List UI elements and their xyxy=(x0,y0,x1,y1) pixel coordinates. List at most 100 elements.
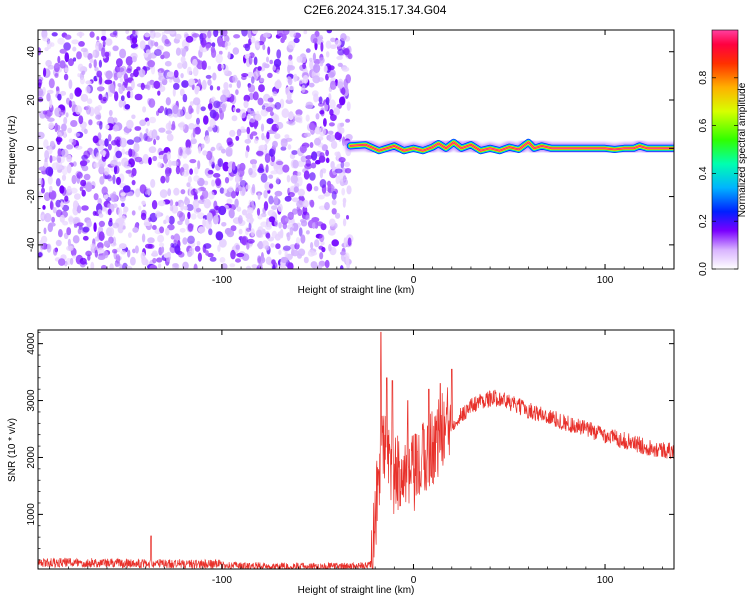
noise-blob xyxy=(285,98,293,105)
noise-blob xyxy=(293,37,300,44)
noise-blob xyxy=(259,77,265,83)
noise-blob xyxy=(224,70,233,77)
noise-blob xyxy=(238,215,243,224)
noise-blob xyxy=(243,100,249,109)
noise-blob xyxy=(165,122,172,131)
noise-blob xyxy=(196,117,200,125)
noise-blob xyxy=(278,222,282,229)
noise-blob xyxy=(245,227,252,232)
noise-blob xyxy=(98,93,103,101)
noise-blob xyxy=(47,222,53,233)
noise-blob xyxy=(119,48,127,59)
noise-blob xyxy=(278,249,282,255)
noise-blob xyxy=(256,42,260,49)
noise-blob xyxy=(206,212,213,222)
noise-blob xyxy=(250,131,258,136)
noise-blob xyxy=(105,70,113,80)
noise-blob xyxy=(244,138,252,144)
noise-blob xyxy=(334,222,338,229)
noise-blob xyxy=(142,106,147,113)
noise-blob xyxy=(97,255,106,260)
noise-blob xyxy=(331,208,337,215)
colorbar-tick-label: 0.4 xyxy=(698,166,709,180)
noise-blob xyxy=(327,71,335,78)
noise-blob xyxy=(78,115,84,125)
noise-blob xyxy=(128,148,133,157)
noise-blob xyxy=(284,195,292,202)
noise-blob xyxy=(125,169,132,174)
noise-blob xyxy=(159,226,165,234)
noise-blob xyxy=(228,83,233,88)
noise-blob xyxy=(232,74,238,83)
noise-blob xyxy=(131,179,136,186)
noise-blob xyxy=(45,68,49,76)
noise-blob xyxy=(182,237,188,245)
noise-blob xyxy=(76,171,83,179)
noise-blob xyxy=(205,43,211,49)
noise-blob xyxy=(83,173,91,181)
noise-blob xyxy=(85,80,92,85)
noise-blob xyxy=(59,90,67,96)
noise-blob xyxy=(98,59,102,68)
noise-blob xyxy=(188,78,196,86)
noise-blob xyxy=(64,52,70,63)
noise-blob xyxy=(182,93,188,103)
noise-blob xyxy=(276,69,280,75)
noise-blob xyxy=(207,191,215,200)
noise-blob xyxy=(173,187,180,196)
noise-blob xyxy=(229,263,236,268)
noise-blob xyxy=(264,153,271,164)
noise-blob xyxy=(220,263,228,269)
noise-blob xyxy=(152,155,158,162)
noise-blob xyxy=(122,210,128,215)
noise-blob xyxy=(96,152,100,161)
noise-blob xyxy=(287,65,294,70)
noise-blob xyxy=(266,118,274,125)
spectrogram-x-axis-label: Height of straight line (km) xyxy=(298,285,415,296)
noise-blob xyxy=(189,101,194,106)
noise-blob xyxy=(52,207,57,214)
noise-blob xyxy=(249,117,256,123)
noise-blob xyxy=(102,40,106,48)
noise-blob xyxy=(179,227,186,233)
noise-blob xyxy=(305,159,312,167)
noise-blob xyxy=(112,222,120,229)
noise-blob xyxy=(295,109,303,116)
noise-blob xyxy=(82,226,90,233)
noise-blob xyxy=(331,170,337,178)
noise-blob xyxy=(203,243,212,249)
noise-blob xyxy=(213,30,219,38)
noise-blob xyxy=(131,114,136,120)
noise-blob xyxy=(310,251,318,256)
noise-blob xyxy=(299,144,307,154)
noise-blob xyxy=(273,58,282,68)
noise-blob xyxy=(74,105,83,115)
noise-blob xyxy=(207,103,213,110)
noise-blob xyxy=(207,79,212,86)
noise-blob xyxy=(38,166,47,171)
noise-blob xyxy=(305,214,311,221)
noise-blob xyxy=(154,41,159,47)
noise-blob xyxy=(300,220,308,227)
noise-blob xyxy=(159,242,165,248)
noise-blob xyxy=(229,129,236,137)
noise-blob xyxy=(152,250,158,256)
noise-blob xyxy=(184,196,188,202)
noise-blob xyxy=(189,159,197,164)
noise-blob xyxy=(260,173,268,183)
colorbar-tick-label: 0.2 xyxy=(698,214,709,228)
noise-blob xyxy=(104,51,110,58)
noise-blob xyxy=(251,30,259,35)
noise-blob xyxy=(219,187,225,194)
noise-blob xyxy=(178,146,183,156)
noise-blob xyxy=(197,252,202,262)
noise-blob xyxy=(55,178,61,187)
noise-blob xyxy=(133,142,140,153)
noise-blob xyxy=(77,228,82,235)
noise-blob xyxy=(334,131,342,141)
noise-blob xyxy=(269,111,274,117)
noise-blob xyxy=(329,44,337,49)
noise-blob xyxy=(122,185,131,193)
noise-blob xyxy=(71,39,79,45)
noise-blob xyxy=(76,51,82,60)
